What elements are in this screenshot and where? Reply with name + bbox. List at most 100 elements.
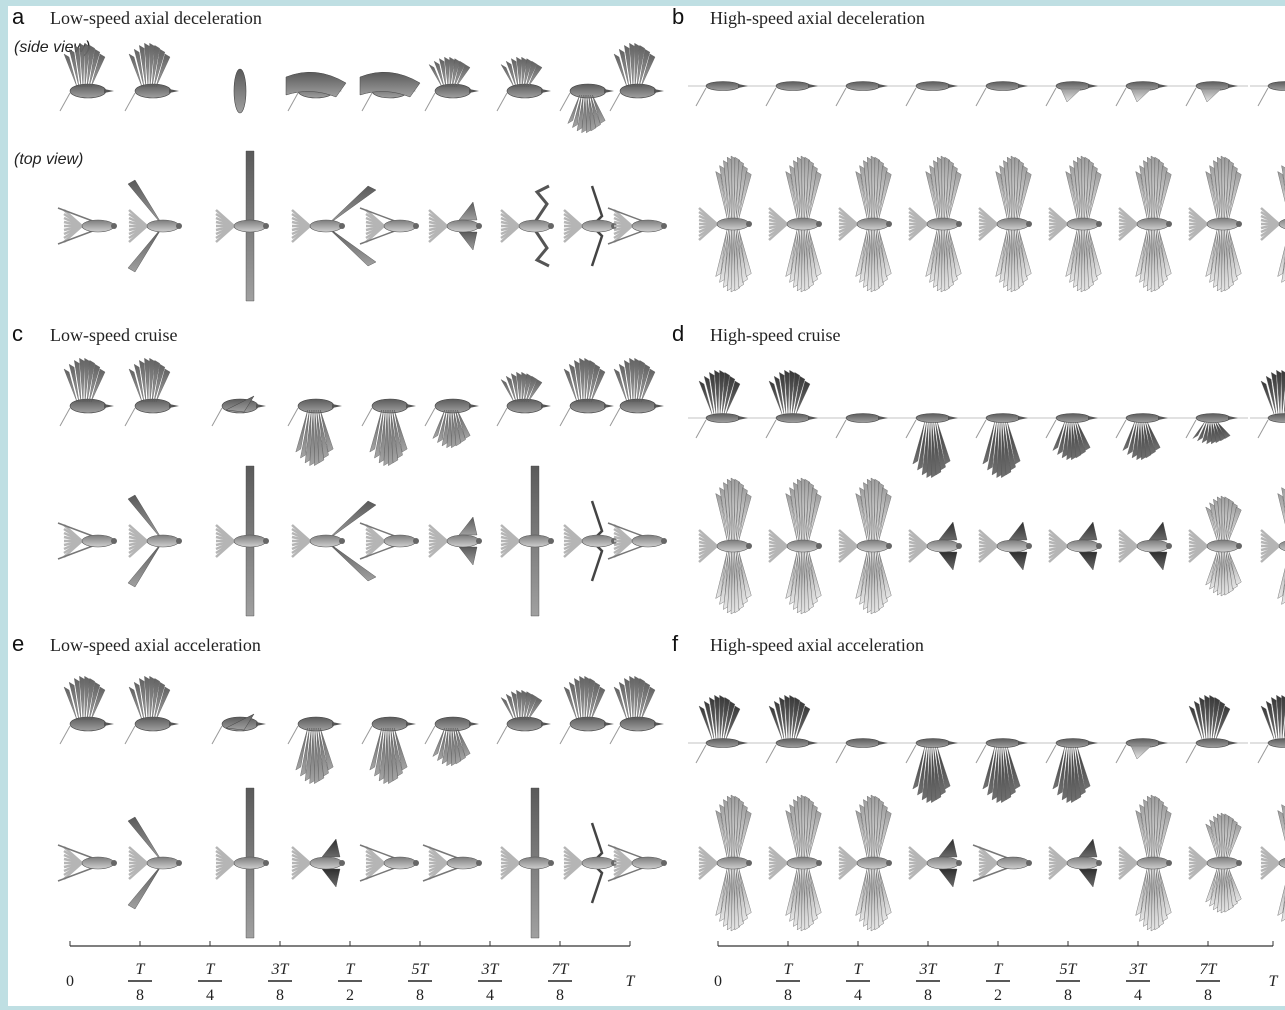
bird-side-view (496, 689, 551, 745)
tick-denominator: 8 (924, 987, 932, 1004)
bird-top-view (428, 201, 482, 251)
panel-letter: c (12, 321, 23, 346)
tick-denominator: 8 (136, 987, 144, 1004)
bird-top-view (127, 494, 182, 588)
bird-top-view (127, 816, 182, 910)
tick-denominator: 8 (416, 987, 424, 1004)
bird-top-view (607, 522, 667, 560)
bird-side-view (211, 713, 266, 745)
bird-side-view (828, 738, 898, 764)
bird-top-view (1260, 487, 1285, 605)
bird-top-view (127, 179, 182, 273)
panel-title: Low-speed cruise (50, 325, 177, 345)
bird-side-view (1038, 81, 1108, 107)
bird-top-view (428, 516, 482, 566)
bird-side-view (968, 413, 1038, 479)
panel-e: e Low-speed axial acceleration (12, 631, 667, 939)
tick-denominator: 8 (784, 987, 792, 1004)
bird-top-view (972, 844, 1032, 882)
tick-denominator: 8 (276, 987, 284, 1004)
bird-top-view (215, 150, 269, 302)
panel-b: b High-speed axial deceleration (672, 6, 1285, 293)
bird-top-view (1260, 165, 1285, 283)
panel-a: a Low-speed axial deceleration(side view)… (12, 6, 667, 302)
panel-title: High-speed cruise (710, 325, 840, 345)
bird-top-view (838, 155, 892, 293)
tick-numerator: 3T (919, 961, 938, 978)
bird-side-view (609, 42, 664, 112)
bird-side-view (1178, 413, 1248, 445)
bird-side-view (1108, 413, 1178, 461)
bird-side-view (688, 369, 758, 439)
tick-label: T (1269, 973, 1279, 990)
bird-side-view (359, 72, 421, 112)
bird-side-view (968, 81, 1038, 107)
time-axis-right: 0 T 8 T 4 3T 8 T 2 5T 8 3T 4 7T 8 T (714, 941, 1279, 1004)
bird-top-view (1188, 155, 1242, 293)
bird-side-view (1108, 738, 1178, 764)
bird-top-view (1048, 521, 1102, 571)
bird-side-view (124, 42, 179, 112)
bird-side-view (287, 398, 342, 467)
bird-side-view (758, 369, 828, 439)
bird-side-view (828, 81, 898, 107)
bird-top-view (607, 844, 667, 882)
bird-top-view (698, 477, 752, 615)
bird-top-view (57, 522, 117, 560)
bird-top-view (1118, 155, 1172, 293)
tick-numerator: 3T (481, 961, 500, 978)
bird-side-view (424, 398, 479, 449)
tick-denominator: 4 (486, 987, 494, 1004)
panel-title: Low-speed axial deceleration (50, 8, 262, 28)
bird-top-view (1118, 521, 1172, 571)
panel-c: c Low-speed cruise (12, 321, 667, 617)
time-axis-left: 0 T 8 T 4 3T 8 T 2 5T 8 3T 4 7T 8 T (66, 941, 636, 1004)
tick-denominator: 8 (1064, 987, 1072, 1004)
bird-side-view (688, 81, 758, 107)
tick-numerator: 5T (412, 961, 430, 978)
bird-side-view (1178, 694, 1248, 764)
bird-side-view (59, 675, 114, 745)
bird-top-view (215, 787, 269, 939)
bird-side-view (1038, 738, 1108, 804)
tick-numerator: 3T (271, 961, 290, 978)
bird-top-view (422, 844, 482, 882)
bird-top-view (1118, 794, 1172, 932)
tick-numerator: T (206, 961, 216, 978)
tick-numerator: T (136, 961, 146, 978)
bird-side-view (898, 413, 968, 479)
bird-side-view (758, 81, 828, 107)
tick-label: 0 (66, 973, 74, 990)
bird-side-view (609, 675, 664, 745)
top-view-label: (top view) (14, 151, 83, 168)
bird-top-view (563, 185, 617, 267)
figure-canvas: a Low-speed axial deceleration(side view)… (12, 6, 1285, 1004)
bird-top-view (215, 465, 269, 617)
panel-title: High-speed axial acceleration (710, 635, 924, 655)
bird-side-view (898, 738, 968, 804)
bird-top-view (607, 207, 667, 245)
bird-top-view (838, 477, 892, 615)
panel-f: f High-speed axial acceleration (672, 631, 1285, 932)
panel-letter: e (12, 631, 24, 656)
bird-top-view (978, 521, 1032, 571)
tick-numerator: T (346, 961, 356, 978)
tick-label: 0 (714, 973, 722, 990)
bird-side-view (124, 357, 179, 427)
bird-top-view (908, 838, 962, 888)
tick-denominator: 4 (206, 987, 214, 1004)
bird-side-view (1250, 694, 1285, 764)
tick-denominator: 4 (854, 987, 862, 1004)
bird-side-view (688, 694, 758, 764)
panel-letter: b (672, 6, 684, 29)
bird-side-view (898, 81, 968, 107)
tick-denominator: 8 (1204, 987, 1212, 1004)
panel-title: High-speed axial deceleration (710, 8, 925, 28)
bird-side-view (968, 738, 1038, 804)
figure-frame: a Low-speed axial deceleration (side view)… (8, 6, 1285, 1006)
tick-numerator: 7T (1200, 961, 1218, 978)
bird-side-view (828, 413, 898, 439)
panel-title: Low-speed axial acceleration (50, 635, 261, 655)
tick-numerator: 3T (1129, 961, 1148, 978)
bird-top-view (1188, 495, 1242, 597)
